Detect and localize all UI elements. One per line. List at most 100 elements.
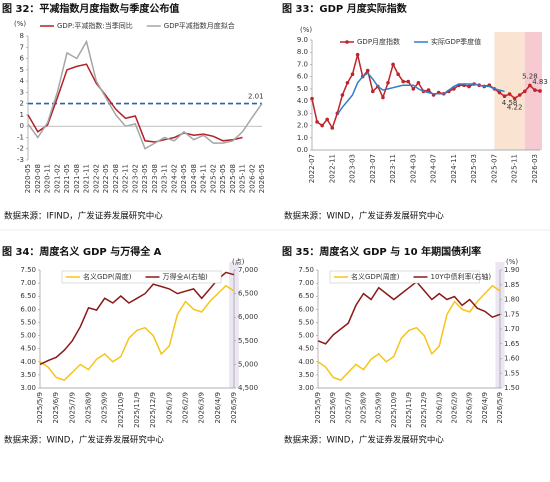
series-point (497, 90, 502, 95)
series-point (502, 94, 507, 99)
y-tick-label: 0 (20, 122, 24, 130)
figure-title: 图 33：GDP 月度实际指数 (282, 2, 408, 15)
series-point (355, 52, 360, 57)
x-tick-label: 2023-02 (131, 164, 139, 193)
x-tick-label: 2023-11 (389, 154, 397, 183)
x-tick-label: 2025-11 (511, 154, 519, 183)
x-tick-label: 2025/10/9 (117, 392, 125, 428)
series-line (311, 54, 541, 130)
y2-tick-label: 1.70 (504, 325, 520, 333)
y-tick-label: 3.00 (20, 384, 36, 392)
series-point (350, 72, 355, 77)
y-tick-label: 9.0 (297, 36, 308, 44)
y-tick-label: 3.0 (297, 109, 308, 117)
y-tick-label: 5.50 (20, 318, 36, 326)
series-line (336, 71, 505, 116)
y-tick-label: -3 (17, 156, 24, 164)
y-tick-label: 0.0 (297, 146, 308, 154)
legend-label: 10Y中债利率(右轴) (431, 272, 492, 281)
y-tick-label: 7.0 (297, 60, 308, 68)
source: 数据来源：WIND，广发证券发展研究中心 (4, 435, 164, 446)
series-point (401, 79, 406, 84)
y2-tick-label: 1.50 (504, 384, 520, 392)
x-tick-label: 2022-11 (122, 164, 130, 193)
series-point (325, 117, 330, 122)
x-tick-label: 2026/3/9 (466, 392, 474, 423)
y2-tick-label: 4,500 (238, 384, 258, 392)
y2-tick-label: 1.75 (504, 310, 520, 318)
y-tick-label: 4.00 (20, 358, 36, 366)
x-tick-label: 2026/5/9 (230, 392, 238, 423)
x-tick-label: 2025/6/9 (329, 392, 337, 423)
series-point (371, 89, 375, 94)
y2-tick-label: 6,000 (238, 313, 258, 321)
legend-label: 实际GDP季度值 (431, 37, 481, 46)
y2-tick-label: 1.65 (504, 340, 520, 348)
figure-title: 图 34：周度名义 GDP 与万得全 A (2, 245, 162, 258)
y2-tick-label: 7,000 (238, 266, 258, 274)
x-tick-label: 2025-05 (219, 164, 227, 193)
x-tick-label: 2021-08 (73, 164, 81, 193)
y2-tick-label: 1.80 (504, 296, 520, 304)
x-tick-label: 2021-11 (83, 164, 91, 193)
series-point (411, 87, 416, 91)
series-point (365, 68, 370, 73)
legend-box (61, 270, 222, 284)
series-point (381, 95, 385, 100)
x-tick-label: 2024-03 (409, 154, 417, 183)
y2-tick-label: 1.60 (504, 355, 520, 363)
y-tick-label: 3.50 (20, 371, 36, 379)
series-line (27, 39, 263, 150)
x-tick-label: 2024-11 (450, 154, 458, 183)
series-line (317, 280, 501, 345)
series-point (512, 96, 517, 101)
y-tick-label: 5.00 (298, 332, 314, 340)
legend-label: 名义GDP(周度) (83, 272, 132, 281)
series-line (39, 271, 235, 366)
x-tick-label: 2022-02 (92, 164, 100, 193)
y-tick-label: 7.50 (298, 266, 314, 274)
legend-label: GDP月度指数 (357, 37, 400, 46)
y-tick-label: 3.00 (298, 384, 314, 392)
legend-label: 名义GDP(周度) (351, 272, 400, 281)
series-point (467, 84, 471, 89)
x-tick-label: 2023-05 (141, 164, 149, 193)
x-tick-label: 2021-02 (53, 164, 61, 193)
series-point (523, 89, 527, 94)
y2-tick-label: 1.55 (504, 369, 520, 377)
y-tick-label: 4.50 (20, 345, 36, 353)
y-tick-label: 5.00 (20, 332, 36, 340)
x-tick-label: 2025/12/9 (149, 392, 157, 428)
x-tick-label: 2024-02 (170, 164, 178, 193)
x-tick-label: 2026/4/9 (214, 392, 222, 423)
x-tick-label: 2025/10/9 (390, 392, 398, 428)
y-tick-label: 1.0 (297, 134, 308, 142)
axis-unit: (%) (300, 26, 312, 34)
data-label: 4.22 (507, 103, 523, 111)
x-tick-label: 2025/11/9 (133, 392, 141, 428)
x-tick-label: 2024-07 (430, 154, 438, 183)
axis-unit: (%) (506, 258, 518, 266)
x-tick-label: 2026-05 (258, 164, 266, 193)
y-tick-label: 3 (20, 88, 24, 96)
y2-tick-label: 1.90 (504, 266, 520, 274)
series-point (517, 93, 522, 97)
y-tick-label: 1 (20, 111, 24, 119)
y-tick-label: 8.0 (297, 48, 308, 56)
series-line (317, 284, 501, 381)
x-tick-label: 2023-11 (161, 164, 169, 193)
series-point (340, 93, 345, 97)
y-tick-label: 6.50 (20, 292, 36, 300)
panel (0, 0, 270, 230)
axis-unit: (点) (232, 258, 245, 266)
x-tick-label: 2026/3/9 (198, 392, 206, 423)
x-tick-label: 2025-11 (239, 164, 247, 193)
source: 数据来源：WIND，广发证券发展研究中心 (284, 435, 444, 446)
x-tick-label: 2022-11 (328, 154, 336, 183)
x-tick-label: 2026/2/9 (451, 392, 459, 423)
x-tick-label: 2025-03 (470, 154, 478, 183)
y-tick-label: 2 (20, 100, 24, 108)
series-line (27, 63, 243, 143)
series-point (406, 79, 411, 84)
